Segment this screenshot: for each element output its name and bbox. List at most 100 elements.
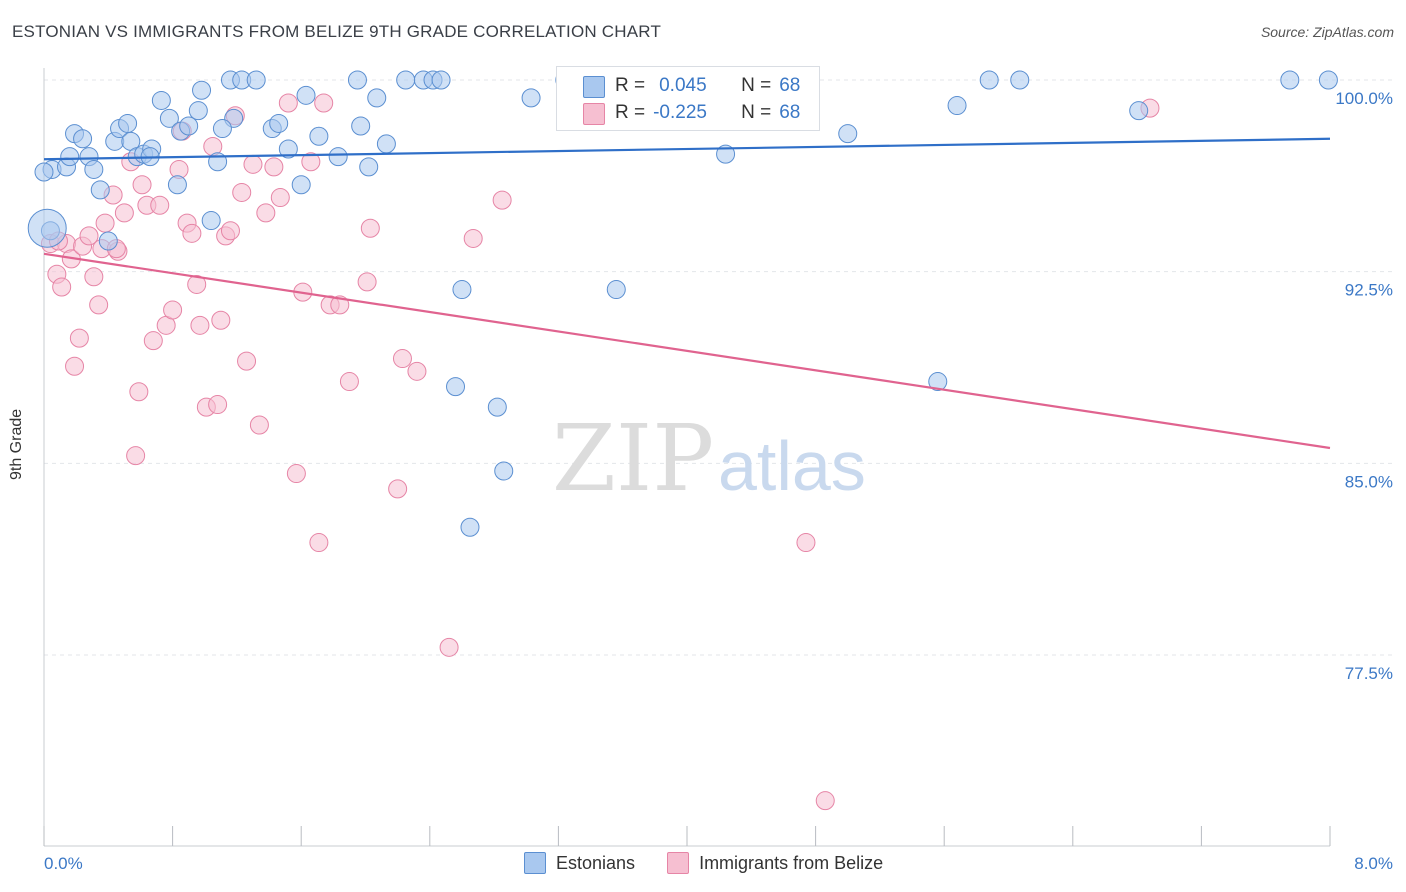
data-point-estonians	[278, 139, 298, 159]
data-point-belize	[360, 218, 380, 238]
x-tick-label: 8.0%	[1354, 854, 1393, 873]
legend-n-value: 68	[779, 102, 801, 123]
data-point-belize	[796, 533, 816, 553]
data-point-belize	[237, 351, 257, 371]
data-point-estonians	[212, 119, 232, 139]
data-point-belize	[388, 479, 408, 499]
data-point-estonians	[494, 461, 514, 481]
data-point-belize	[95, 213, 115, 233]
data-point-belize	[126, 446, 146, 466]
x-tick-labels: 0.0% 8.0%	[44, 854, 1393, 873]
data-point-belize	[392, 349, 412, 369]
data-point-estonians	[309, 126, 329, 146]
x-tick-label: 0.0%	[44, 854, 83, 873]
data-point-estonians	[192, 80, 212, 100]
data-point-estonians	[201, 211, 221, 231]
data-point-belize	[309, 533, 329, 553]
data-point-estonians	[269, 113, 289, 133]
data-point-belize	[190, 315, 210, 335]
data-point-estonians	[90, 180, 110, 200]
data-point-estonians	[73, 129, 93, 149]
legend-row-belize: R = -0.225 N = 68	[615, 101, 800, 125]
data-point-estonians	[151, 90, 171, 110]
data-point-belize	[232, 182, 252, 202]
data-point-belize	[84, 267, 104, 287]
data-point-belize	[187, 274, 207, 294]
data-point-estonians	[118, 113, 138, 133]
trend-line-belize	[43, 252, 1331, 450]
data-point-estonians	[291, 175, 311, 195]
data-point-estonians	[359, 157, 379, 177]
data-point-belize	[89, 295, 109, 315]
data-point-belize	[132, 175, 152, 195]
data-point-estonians	[431, 70, 451, 90]
legend-row-estonians: R = 0.045 N = 68	[615, 74, 800, 98]
data-point-estonians	[351, 116, 371, 136]
correlation-legend: R = 0.045 N = 68 R = -0.225 N = 68	[556, 66, 820, 131]
y-tick-label: 85.0%	[1345, 472, 1393, 491]
data-point-belize	[407, 361, 427, 381]
data-point-belize	[220, 221, 240, 241]
data-point-belize	[208, 395, 228, 415]
data-point-estonians	[367, 88, 387, 108]
data-point-estonians	[159, 108, 179, 128]
data-point-estonians	[1280, 70, 1300, 90]
data-point-estonians	[1010, 70, 1030, 90]
y-axis-label: 9th Grade	[8, 408, 25, 480]
data-point-estonians	[84, 159, 104, 179]
trend-line-estonians	[43, 137, 1331, 161]
data-point-estonians	[167, 175, 187, 195]
data-point-belize	[114, 203, 134, 223]
legend-label-belize: Immigrants from Belize	[699, 852, 884, 873]
legend-r-label: R =	[615, 102, 646, 123]
data-point-estonians	[179, 116, 199, 136]
legend-r-value: 0.045	[659, 75, 707, 96]
data-point-belize	[492, 190, 512, 210]
data-point-belize	[243, 154, 263, 174]
data-point-belize	[339, 372, 359, 392]
legend-label-estonians: Estonians	[556, 852, 636, 873]
data-point-estonians	[60, 147, 80, 167]
data-point-belize	[249, 415, 269, 435]
data-point-belize	[357, 272, 377, 292]
legend-r-value: -0.225	[653, 102, 707, 123]
data-point-belize	[270, 188, 290, 208]
data-point-belize	[463, 228, 483, 248]
data-point-belize	[65, 356, 85, 376]
data-point-belize	[278, 93, 298, 113]
data-point-estonians	[446, 377, 466, 397]
data-point-estonians	[606, 280, 626, 300]
data-point-estonians-cluster	[27, 208, 67, 248]
data-point-belize	[150, 195, 170, 215]
trend-lines	[43, 137, 1331, 450]
y-tick-labels: 77.5% 85.0% 92.5% 100.0%	[1335, 89, 1393, 683]
axes	[43, 68, 1331, 847]
data-point-estonians	[1129, 101, 1149, 121]
legend-n-label: N =	[741, 75, 772, 96]
data-point-estonians	[246, 70, 266, 90]
data-point-belize	[79, 226, 99, 246]
data-point-belize	[211, 310, 231, 330]
data-point-belize	[301, 152, 321, 172]
data-point-estonians	[98, 231, 118, 251]
y-axis-title: 9th Grade	[8, 409, 26, 480]
data-point-belize	[439, 637, 459, 657]
data-point-estonians	[521, 88, 541, 108]
data-point-belize	[143, 331, 163, 351]
data-point-estonians	[296, 85, 316, 105]
data-point-estonians	[452, 280, 472, 300]
y-tick-label: 77.5%	[1345, 664, 1393, 683]
data-point-belize	[52, 277, 72, 297]
series-legend: Estonians Immigrants from Belize	[524, 852, 883, 874]
data-point-estonians	[1318, 70, 1338, 90]
grid-lines	[44, 79, 1392, 656]
data-point-estonians	[34, 162, 54, 182]
legend-swatch-estonians	[583, 76, 605, 98]
data-point-estonians	[716, 144, 736, 164]
legend-n-value: 68	[779, 75, 801, 96]
series-belize-points	[40, 70, 1160, 811]
source-label: Source: ZipAtlas.com	[1260, 24, 1394, 40]
data-point-belize	[264, 157, 284, 177]
watermark-zip: ZIP	[552, 405, 714, 512]
